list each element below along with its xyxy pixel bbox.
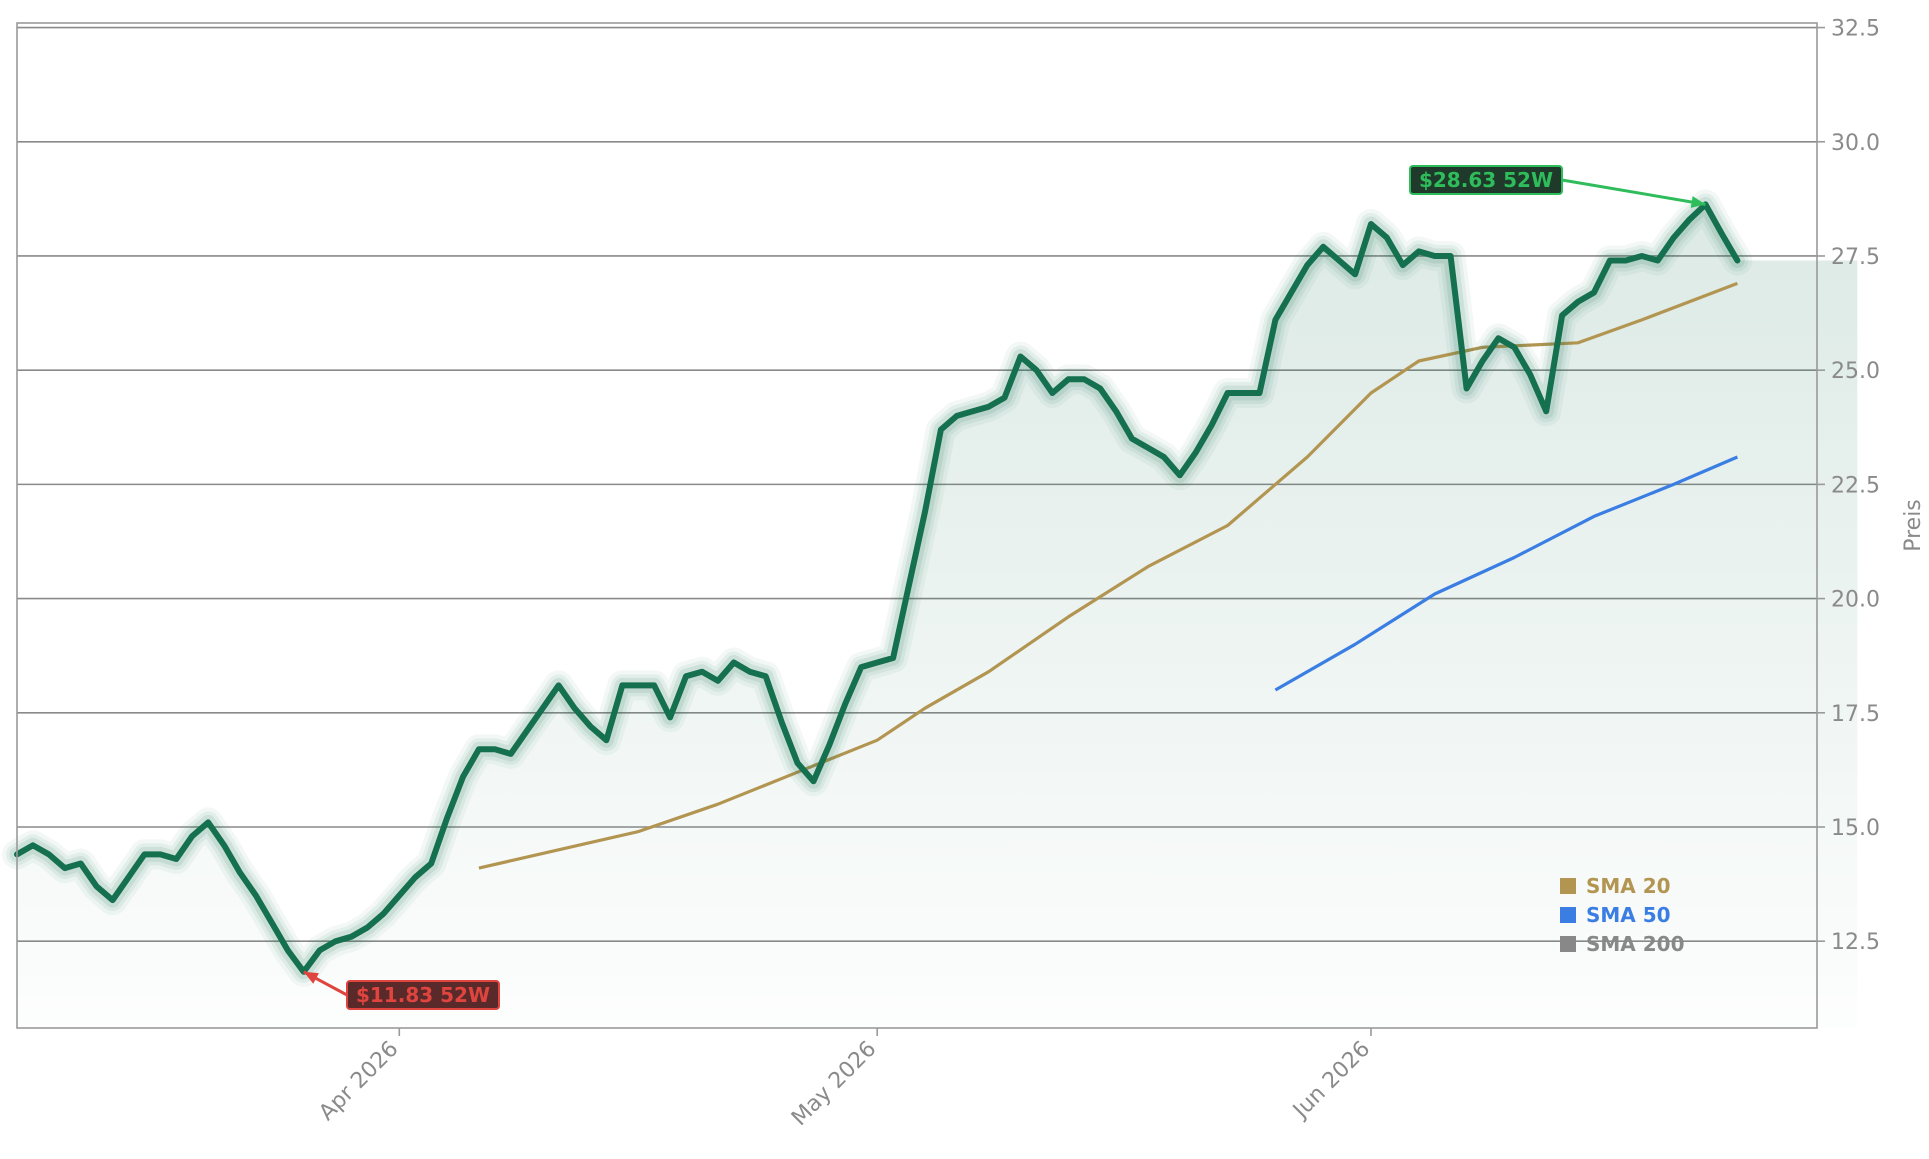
price-line [14,201,1741,975]
legend-swatch[interactable] [1560,907,1576,923]
sma50-line [1274,455,1739,692]
high-annotation-arrow [1561,178,1706,206]
y-tick-label: 22.5 [1831,473,1880,498]
high-annotation-arrowhead [1690,196,1706,208]
y-tick-label: 15.0 [1831,816,1880,841]
y-tick-label: 25.0 [1831,359,1880,384]
gridlines [17,26,1817,943]
y-tick-label: 27.5 [1831,245,1880,270]
annotations: $28.63 52W $11.83 52W [303,165,1706,1010]
legend[interactable]: SMA 20 SMA 50 SMA 200 [1560,874,1685,956]
moving-averages [478,281,1739,870]
low-annotation-arrowhead [303,971,319,984]
legend-label[interactable]: SMA 20 [1586,874,1671,898]
low-annotation-box [346,980,500,1010]
legend-label[interactable]: SMA 50 [1586,903,1671,927]
legend-swatch[interactable] [1560,936,1576,952]
high-annotation-box [1409,165,1563,195]
x-tick-label: May 2026 [787,1037,881,1131]
y-tick-label: 32.5 [1831,17,1880,42]
y-tick-label: 17.5 [1831,702,1880,727]
legend-swatch[interactable] [1560,878,1576,894]
y-tick-label: 30.0 [1831,131,1880,156]
x-tick-label: Apr 2026 [314,1037,403,1126]
price-line-group [2,189,1753,987]
high-annotation-label: $28.63 52W [1419,168,1553,192]
y-tick-label: 12.5 [1831,930,1880,955]
legend-label[interactable]: SMA 200 [1586,932,1685,956]
y-tick-label: 20.0 [1831,588,1880,613]
sma20-line [478,281,1738,870]
x-tick-label: Jun 2026 [1287,1037,1375,1125]
price-area-fill [17,204,1858,1028]
price-area [17,204,1858,1028]
plot-frame [16,22,1818,1029]
y-axis-title: Preis [1901,499,1926,552]
low-annotation-label: $11.83 52W [356,983,490,1007]
